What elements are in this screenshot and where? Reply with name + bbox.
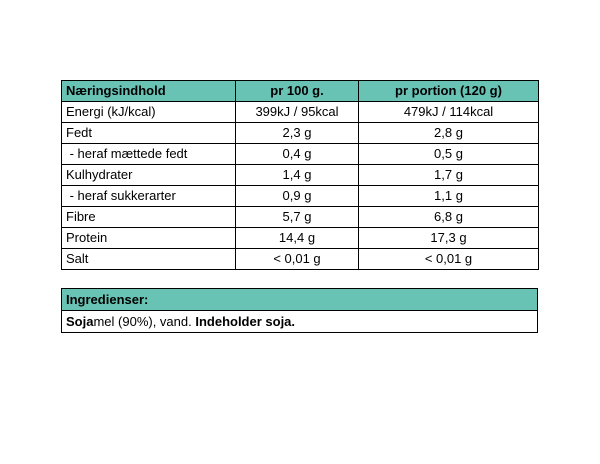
table-row-fibre: Fibre 5,7 g 6,8 g — [61, 206, 539, 228]
row-per-portion: 0,5 g — [358, 143, 539, 165]
row-per-100g: 2,3 g — [235, 122, 359, 144]
row-label: Salt — [61, 248, 236, 270]
row-label: Energi (kJ/kcal) — [61, 101, 236, 123]
row-per-100g: 0,4 g — [235, 143, 359, 165]
row-per-100g: 1,4 g — [235, 164, 359, 186]
row-per-portion: 1,1 g — [358, 185, 539, 207]
ingredients-table: Ingredienser: Sojamel (90%), vand. Indeh… — [61, 288, 538, 333]
ingredients-text-row: Sojamel (90%), vand. Indeholder soja. — [61, 310, 538, 333]
nutrition-header-row: Næringsindhold pr 100 g. pr portion (120… — [61, 80, 539, 102]
header-per-100g: pr 100 g. — [235, 80, 359, 102]
ingredients-header-row: Ingredienser: — [61, 288, 538, 311]
row-label: Fedt — [61, 122, 236, 144]
ingredient-highlight-soy: Soja — [66, 314, 94, 329]
ingredients-text: Sojamel (90%), vand. Indeholder soja. — [61, 310, 538, 333]
table-row-sugars: - heraf sukkerarter 0,9 g 1,1 g — [61, 185, 539, 207]
row-per-100g: 399kJ / 95kcal — [235, 101, 359, 123]
row-per-100g: 5,7 g — [235, 206, 359, 228]
table-row-saturated-fat: - heraf mættede fedt 0,4 g 0,5 g — [61, 143, 539, 165]
row-per-portion: 1,7 g — [358, 164, 539, 186]
allergen-notice: Indeholder soja. — [195, 314, 296, 329]
header-per-portion: pr portion (120 g) — [358, 80, 539, 102]
row-per-portion: 2,8 g — [358, 122, 539, 144]
table-row-carbohydrates: Kulhydrater 1,4 g 1,7 g — [61, 164, 539, 186]
row-label: Kulhydrater — [61, 164, 236, 186]
row-per-100g: 0,9 g — [235, 185, 359, 207]
row-label: Fibre — [61, 206, 236, 228]
row-per-portion: 6,8 g — [358, 206, 539, 228]
row-per-portion: < 0,01 g — [358, 248, 539, 270]
row-per-portion: 479kJ / 114kcal — [358, 101, 539, 123]
nutrition-table: Næringsindhold pr 100 g. pr portion (120… — [61, 80, 539, 270]
header-nutrient: Næringsindhold — [61, 80, 236, 102]
table-row-fat: Fedt 2,3 g 2,8 g — [61, 122, 539, 144]
ingredient-text-main: mel (90%), vand. — [93, 314, 196, 329]
table-row-energy: Energi (kJ/kcal) 399kJ / 95kcal 479kJ / … — [61, 101, 539, 123]
row-per-100g: < 0,01 g — [235, 248, 359, 270]
table-row-protein: Protein 14,4 g 17,3 g — [61, 227, 539, 249]
table-row-salt: Salt < 0,01 g < 0,01 g — [61, 248, 539, 270]
row-label: - heraf mættede fedt — [61, 143, 236, 165]
row-per-portion: 17,3 g — [358, 227, 539, 249]
row-label: - heraf sukkerarter — [61, 185, 236, 207]
row-per-100g: 14,4 g — [235, 227, 359, 249]
row-label: Protein — [61, 227, 236, 249]
ingredients-header: Ingredienser: — [61, 288, 538, 311]
